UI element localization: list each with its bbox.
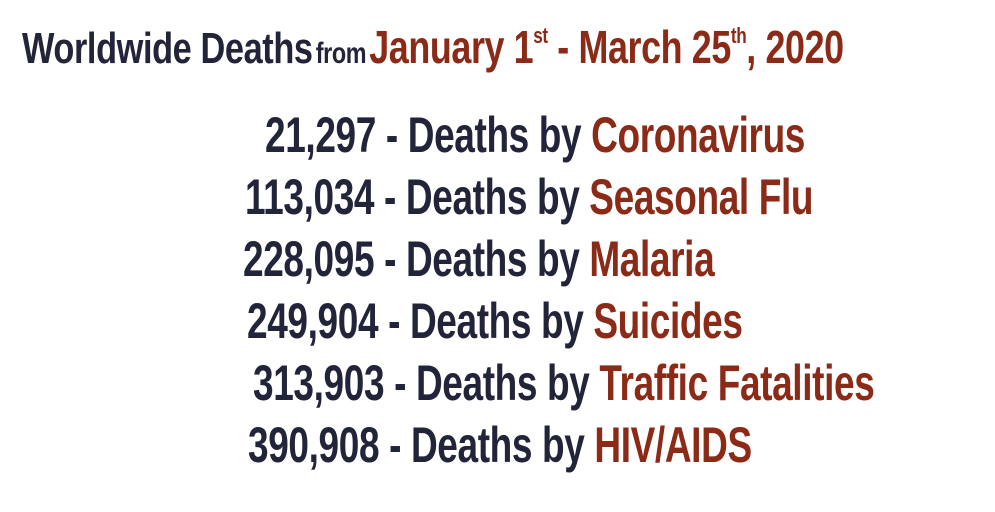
list-item: 21,297 - Deaths by Coronavirus <box>265 110 805 160</box>
cause-label: Suicides <box>593 293 743 349</box>
deaths-by-label: Deaths by <box>405 169 590 225</box>
cause-label: Coronavirus <box>591 107 806 163</box>
cause-label: Malaria <box>589 231 715 287</box>
deaths-by-label: Deaths by <box>409 293 594 349</box>
title-date-start-suffix: st <box>533 23 548 48</box>
death-count: 313,903 <box>253 355 385 411</box>
list-item: 113,034 - Deaths by Seasonal Flu <box>245 172 813 222</box>
separator: - <box>374 231 406 287</box>
list-item: 228,095 - Deaths by Malaria <box>243 231 715 287</box>
death-count: 228,095 <box>243 231 375 287</box>
list-item: 313,903 - Deaths by Traffic Fatalities <box>253 355 875 411</box>
separator: - <box>374 169 406 225</box>
page-title: Worldwide Deaths from January 1st - Marc… <box>22 24 844 71</box>
list-item: 249,904 - Deaths by Suicides <box>247 296 743 346</box>
death-count: 21,297 <box>265 107 376 163</box>
separator: - <box>378 293 410 349</box>
title-date-end-suffix: th <box>730 23 747 48</box>
separator: - <box>384 355 416 411</box>
title-year: , 2020 <box>746 21 844 73</box>
death-count: 390,908 <box>248 417 380 473</box>
deaths-by-label: Deaths by <box>415 355 600 411</box>
cause-label: Seasonal Flu <box>589 169 814 225</box>
death-count: 113,034 <box>245 169 375 225</box>
separator: - <box>375 107 408 163</box>
list-item: 390,908 - Deaths by HIV/AIDS <box>248 420 752 470</box>
cause-label: Traffic Fatalities <box>599 355 875 411</box>
cause-label: HIV/AIDS <box>594 417 752 473</box>
death-count: 249,904 <box>247 293 379 349</box>
title-date-end: - March 25 <box>547 21 731 73</box>
title-part-from: from <box>315 37 367 70</box>
deaths-by-label: Deaths by <box>405 231 590 287</box>
deaths-by-label: Deaths by <box>407 107 592 163</box>
title-date-start: January 1 <box>369 21 534 73</box>
separator: - <box>379 417 411 473</box>
deaths-by-label: Deaths by <box>410 417 595 473</box>
title-part-worldwide-deaths: Worldwide Deaths <box>22 24 313 73</box>
